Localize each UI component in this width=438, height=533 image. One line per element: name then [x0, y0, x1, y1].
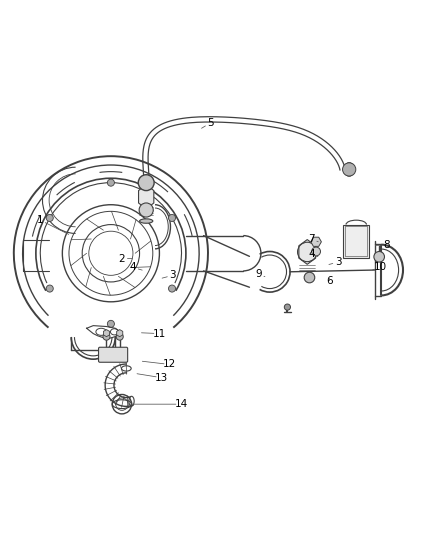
- Text: 7: 7: [308, 234, 315, 244]
- FancyBboxPatch shape: [343, 224, 369, 257]
- Text: 5: 5: [207, 118, 213, 128]
- Circle shape: [138, 175, 154, 191]
- Text: 13: 13: [155, 373, 168, 383]
- Polygon shape: [299, 239, 316, 264]
- Ellipse shape: [140, 219, 153, 223]
- Circle shape: [46, 214, 53, 222]
- Circle shape: [169, 285, 176, 292]
- Text: 14: 14: [175, 399, 188, 409]
- Text: 4: 4: [130, 262, 136, 272]
- Text: 3: 3: [170, 270, 176, 280]
- Text: 1: 1: [37, 215, 44, 225]
- Text: 2: 2: [119, 254, 125, 263]
- Polygon shape: [103, 329, 110, 337]
- Circle shape: [139, 203, 153, 217]
- Text: 6: 6: [326, 276, 332, 286]
- Polygon shape: [138, 184, 154, 209]
- Circle shape: [374, 252, 385, 262]
- Text: 8: 8: [383, 240, 390, 251]
- Text: 11: 11: [153, 328, 166, 338]
- Circle shape: [103, 333, 110, 340]
- Circle shape: [284, 304, 290, 310]
- Circle shape: [107, 179, 114, 186]
- FancyBboxPatch shape: [99, 348, 127, 362]
- Circle shape: [116, 333, 123, 340]
- Circle shape: [304, 272, 315, 283]
- Circle shape: [343, 163, 356, 176]
- Polygon shape: [311, 237, 321, 246]
- Text: 10: 10: [374, 262, 387, 272]
- Circle shape: [107, 320, 114, 327]
- Text: 3: 3: [335, 257, 342, 267]
- Circle shape: [46, 285, 53, 292]
- Text: 12: 12: [163, 359, 176, 369]
- Circle shape: [312, 247, 321, 256]
- Circle shape: [169, 214, 176, 222]
- Ellipse shape: [344, 163, 354, 176]
- Text: 4: 4: [308, 249, 315, 259]
- Text: 9: 9: [255, 270, 262, 279]
- Polygon shape: [117, 329, 123, 337]
